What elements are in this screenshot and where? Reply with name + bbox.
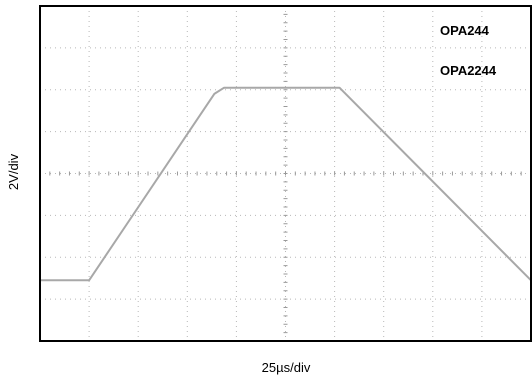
waveform-trace <box>40 86 532 282</box>
graticule-center-ticks <box>39 5 532 342</box>
y-axis-label: 2V/div <box>6 153 21 190</box>
annotation-opa244: OPA244 <box>440 23 490 38</box>
annotation-opa2244: OPA2244 <box>440 63 497 78</box>
x-axis-label: 25µs/div <box>262 360 311 375</box>
plot-frame <box>39 5 532 342</box>
